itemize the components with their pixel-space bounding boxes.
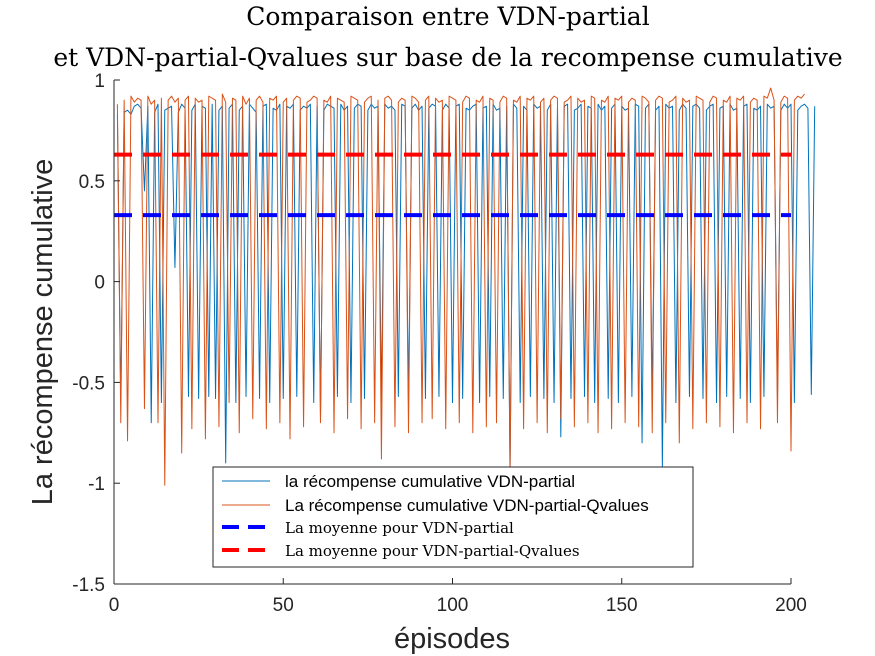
x-tick-label: 0 (109, 595, 120, 616)
x-tick-label: 100 (437, 595, 469, 616)
legend-label-2: La récompense cumulative VDN-partial-Qva… (285, 496, 649, 515)
chart-title-line2: et VDN-partial-Qvalues sur base de la re… (53, 43, 842, 72)
x-axis-ticks: 0 50 100 150 200 (109, 578, 807, 616)
legend: la récompense cumulative VDN-partial La r… (212, 466, 694, 568)
x-axis-label: épisodes (394, 623, 510, 655)
y-axis-ticks: 1 0.5 0 -0.5 -1 -1.5 (72, 71, 120, 596)
x-tick-label: 150 (606, 595, 638, 616)
y-tick-label: -1.5 (72, 575, 105, 596)
x-tick-label: 200 (775, 595, 807, 616)
y-tick-label: 0 (94, 273, 105, 294)
x-tick-label: 50 (273, 595, 294, 616)
legend-label-1: la récompense cumulative VDN-partial (285, 472, 575, 491)
legend-items: la récompense cumulative VDN-partial La r… (222, 472, 649, 560)
series-line-2 (116, 87, 805, 486)
series-layer (114, 87, 816, 486)
legend-label-4: La moyenne pour VDN-partial-Qvalues (285, 542, 580, 560)
legend-label-3: La moyenne pour VDN-partial (285, 519, 514, 537)
chart-title-line1: Comparaison entre VDN-partial (246, 2, 649, 31)
y-tick-label: 1 (94, 71, 105, 92)
y-tick-label: 0.5 (79, 172, 105, 193)
y-tick-label: -0.5 (72, 373, 105, 394)
y-tick-label: -1 (88, 474, 105, 495)
series-line-1 (116, 103, 816, 474)
legend-box (212, 466, 694, 568)
y-axis-label: La récompense cumulative (27, 159, 59, 506)
